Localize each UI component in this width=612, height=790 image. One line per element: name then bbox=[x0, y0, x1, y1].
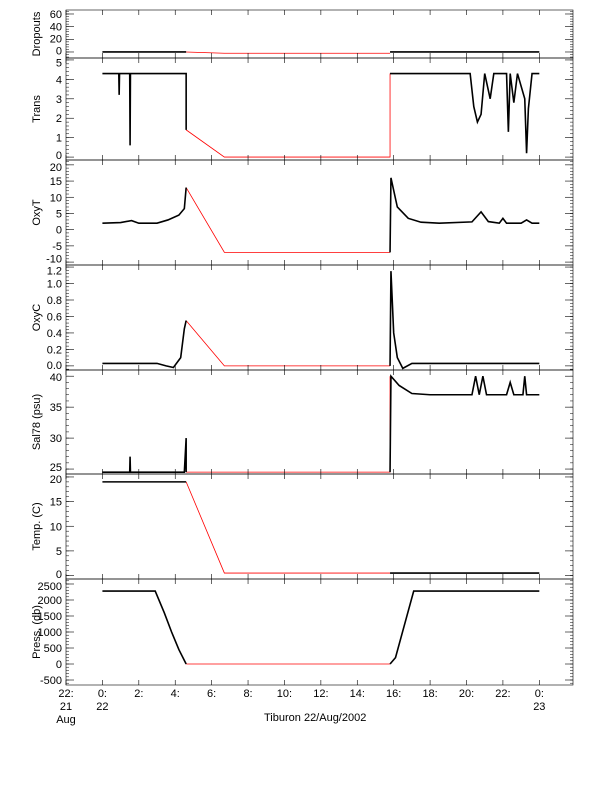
measured-series-line bbox=[389, 374, 540, 473]
measured-series-line bbox=[102, 590, 187, 665]
interpolated-series-line bbox=[185, 481, 391, 574]
panel-frame bbox=[65, 159, 574, 266]
interpolated-series-line bbox=[186, 376, 391, 473]
y-tick-label: 25 bbox=[50, 462, 62, 474]
measured-series-line bbox=[102, 187, 187, 224]
y-tick-label: 0 bbox=[56, 150, 62, 162]
measured-series-line bbox=[389, 177, 540, 253]
y-axis-label: Temp. (C) bbox=[31, 502, 43, 550]
y-tick-label: 40 bbox=[50, 372, 62, 384]
y-tick-label: 0 bbox=[56, 45, 62, 57]
panel-frame bbox=[65, 369, 574, 475]
measured-series-line bbox=[390, 72, 540, 154]
y-tick-label: 10 bbox=[50, 192, 62, 204]
y-tick-label: 0.6 bbox=[47, 311, 62, 323]
y-tick-label: 2500 bbox=[38, 581, 62, 593]
panel-frame bbox=[65, 9, 574, 59]
y-tick-label: 0 bbox=[56, 569, 62, 581]
y-tick-label: 20 bbox=[50, 162, 62, 174]
x-tick-label: 22: bbox=[58, 688, 73, 700]
y-tick-label: 60 bbox=[50, 9, 62, 21]
x-tick-label: 0: bbox=[535, 688, 544, 700]
interpolated-series-line bbox=[185, 320, 391, 367]
y-tick-label: 0 bbox=[56, 659, 62, 671]
panel-frame bbox=[65, 264, 574, 371]
y-tick-label: 2000 bbox=[38, 595, 62, 607]
x-tick-label: 10: bbox=[277, 688, 292, 700]
y-tick-label: 1000 bbox=[38, 627, 62, 639]
y-axis-label: Trans bbox=[31, 95, 43, 123]
y-tick-label: 0.0 bbox=[47, 360, 62, 372]
y-axis-label: Dropouts bbox=[31, 11, 43, 56]
y-tick-label: 1.0 bbox=[47, 279, 62, 291]
y-tick-label: -5 bbox=[52, 241, 62, 253]
measured-series-line bbox=[102, 320, 187, 369]
y-tick-label: -500 bbox=[40, 675, 62, 687]
y-tick-label: 35 bbox=[50, 402, 62, 414]
panel-oxyc: 0.0 0.2 0.4 0.6 0.8 1.01.2 OxyC bbox=[31, 264, 574, 372]
y-axis-label: Sal78 (psu) bbox=[31, 394, 43, 450]
interpolated-series-line bbox=[185, 73, 391, 158]
y-tick-label: 20 bbox=[50, 33, 62, 45]
x-tick-label: 2: bbox=[134, 688, 143, 700]
panel-frame bbox=[65, 473, 574, 580]
panel-sal78-psu-: 25 30 35 40 Sal78 (psu) bbox=[31, 369, 574, 475]
x-tick-label: 12: bbox=[313, 688, 328, 700]
y-tick-label: 1 bbox=[56, 133, 62, 145]
y-tick-label: 0.2 bbox=[47, 344, 62, 356]
panel-oxyt: -10-5 0 5 10 15 20 OxyT bbox=[31, 159, 574, 266]
measured-series-line bbox=[102, 438, 187, 473]
y-tick-label: 2 bbox=[56, 113, 62, 125]
panel-temp-c-: 0 5 10 15 20 Temp. (C) bbox=[31, 473, 574, 581]
x-tick-label: 8: bbox=[243, 688, 252, 700]
x-axis-title: Tiburon 22/Aug/2002 bbox=[264, 712, 367, 724]
y-tick-label: 30 bbox=[50, 433, 62, 445]
y-tick-label: 0.4 bbox=[47, 328, 62, 340]
measured-series-line bbox=[102, 72, 187, 146]
y-axis-label: OxyT bbox=[31, 199, 43, 226]
y-tick-label: 5 bbox=[56, 57, 62, 69]
y-tick-label: 15 bbox=[50, 176, 62, 188]
y-tick-label: 5 bbox=[56, 546, 62, 558]
measured-series-line bbox=[389, 590, 540, 665]
x-tick-label: 0: bbox=[98, 688, 107, 700]
y-tick-label: 5 bbox=[56, 208, 62, 220]
x-tick-label: 18: bbox=[422, 688, 437, 700]
y-tick-label: 4 bbox=[56, 74, 62, 86]
y-tick-label: 10 bbox=[50, 521, 62, 533]
y-tick-label: 3 bbox=[56, 94, 62, 106]
y-axis-label: OxyC bbox=[31, 304, 43, 332]
x-tick-label: 21 bbox=[60, 701, 72, 713]
y-tick-label: 500 bbox=[44, 643, 62, 655]
y-tick-label: 15 bbox=[50, 497, 62, 509]
x-tick-label: 4: bbox=[171, 688, 180, 700]
y-tick-label: 20 bbox=[50, 474, 62, 486]
x-tick-label: 6: bbox=[207, 688, 216, 700]
x-tick-label: 22: bbox=[495, 688, 510, 700]
panel-frame bbox=[65, 578, 574, 686]
x-tick-label: 14: bbox=[350, 688, 365, 700]
y-tick-label: -10 bbox=[46, 254, 62, 266]
panel-press-db-: -500 0 500 1000 1500 2000 2500 Press. (db) bbox=[31, 578, 574, 687]
measured-series-line bbox=[389, 271, 540, 370]
y-tick-label: 0 bbox=[56, 225, 62, 237]
y-tick-label: 1500 bbox=[38, 611, 62, 623]
panel-trans: 0 1 2 3 4 5 Trans bbox=[31, 57, 574, 162]
x-tick-label: Aug bbox=[56, 714, 76, 726]
y-tick-label: 0.8 bbox=[47, 295, 62, 307]
x-tick-label: 23 bbox=[533, 701, 545, 713]
x-tick-label: 16: bbox=[386, 688, 401, 700]
interpolated-series-line bbox=[186, 51, 391, 54]
y-tick-label: 1.2 bbox=[47, 266, 62, 278]
y-axis-label: Press. (db) bbox=[31, 605, 43, 659]
interpolated-series-line bbox=[185, 187, 391, 253]
x-tick-label: 20: bbox=[459, 688, 474, 700]
y-tick-label: 40 bbox=[50, 22, 62, 34]
x-tick-label: 22 bbox=[96, 701, 108, 713]
